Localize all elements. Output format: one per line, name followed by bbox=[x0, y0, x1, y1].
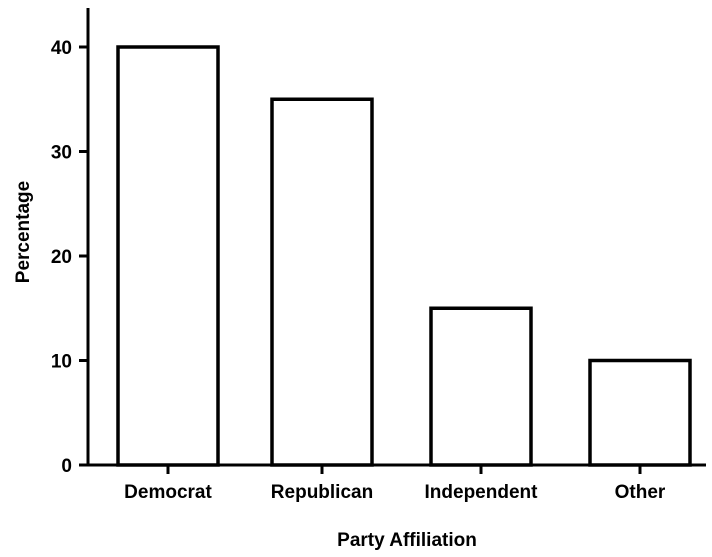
bar-independent bbox=[429, 306, 533, 467]
bar-other bbox=[588, 358, 692, 467]
x-axis-title: Party Affiliation bbox=[337, 530, 477, 551]
y-tick-label: 0 bbox=[61, 456, 72, 477]
y-tick-label: 20 bbox=[51, 247, 72, 268]
bar-democrat bbox=[116, 45, 220, 467]
y-tick-label: 10 bbox=[51, 352, 72, 373]
y-axis-title: Percentage bbox=[13, 181, 34, 283]
y-axis-ticks: 0 10 20 30 40 bbox=[51, 38, 88, 477]
x-tick-label-other: Other bbox=[615, 482, 666, 503]
x-tick-label-independent: Independent bbox=[425, 482, 539, 503]
x-tick-label-democrat: Democrat bbox=[124, 482, 212, 503]
y-tick-label: 40 bbox=[51, 38, 72, 59]
x-axis-ticks: Democrat Republican Independent Other bbox=[124, 465, 666, 503]
y-tick-label: 30 bbox=[51, 143, 72, 164]
x-tick-label-republican: Republican bbox=[271, 482, 373, 503]
bar-republican bbox=[270, 97, 374, 467]
bars-layer bbox=[116, 45, 692, 467]
